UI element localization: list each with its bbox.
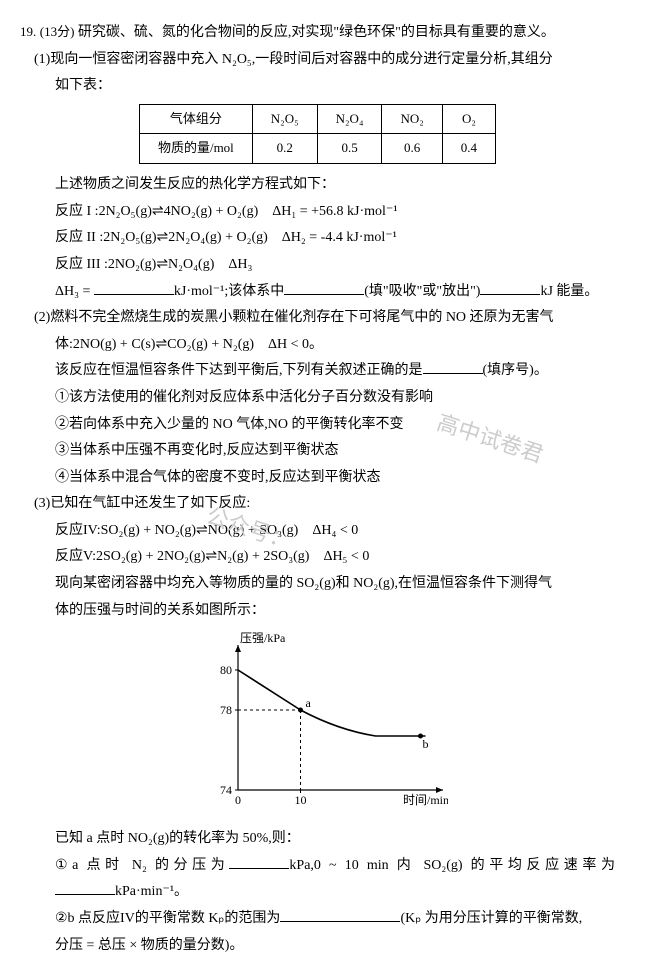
svg-text:b: b bbox=[422, 737, 428, 751]
rxn1-eq: 2N₂O₅(g)⇌4NO₂(g) + O₂(g) bbox=[99, 204, 259, 219]
rxn1-label: 反应 I : bbox=[55, 204, 99, 219]
table-header-row: 气体组分 N₂O₅ N₂O₄ NO₂ O₂ bbox=[139, 104, 495, 134]
table-val-2: 0.6 bbox=[382, 134, 442, 164]
blank-kj[interactable] bbox=[480, 280, 540, 295]
rxn3-eq: 2NO₂(g)⇌N₂O₄(g) bbox=[108, 257, 214, 272]
q1c: kPa·min⁻¹。 bbox=[115, 884, 188, 899]
blank-kp[interactable] bbox=[280, 907, 400, 922]
blank-absorb[interactable] bbox=[284, 280, 364, 295]
q1c-line: kPa·min⁻¹。 bbox=[55, 879, 615, 906]
q2-line: ②b 点反应IV的平衡常数 Kₚ的范围为 (Kₚ 为用分压计算的平衡常数, bbox=[55, 906, 615, 933]
blank-rate[interactable] bbox=[55, 880, 115, 895]
chart-svg: 74 78 80 0 10 压强/kPa 时间/min a b bbox=[188, 630, 448, 820]
part1-label: (1) bbox=[34, 52, 50, 67]
table-header-4: O₂ bbox=[442, 104, 495, 134]
fill-end: kJ 能量。 bbox=[540, 284, 598, 299]
table-header-3: NO₂ bbox=[382, 104, 442, 134]
svg-text:78: 78 bbox=[220, 703, 232, 717]
after-table: 上述物质之间发生反应的热化学方程式如下： bbox=[55, 172, 615, 199]
svg-text:a: a bbox=[305, 696, 311, 710]
dh3: ΔH₃ bbox=[228, 257, 252, 272]
rxn2-eq: 2N₂O₅(g)⇌2N₂O₄(g) + O₂(g) bbox=[103, 230, 268, 245]
part1-text2: 如下表： bbox=[55, 73, 615, 100]
part2-text3: 该反应在恒温恒容条件下达到平衡后,下列有关叙述正确的是 bbox=[55, 363, 423, 378]
q1a: ①a 点时 N₂ 的分压为 bbox=[55, 858, 229, 873]
fill-unit-a: kJ·mol⁻¹;该体系中 bbox=[174, 284, 284, 299]
svg-text:10: 10 bbox=[294, 793, 306, 807]
rxn5-eq: 2SO₂(g) + 2NO₂(g)⇌N₂(g) + 2SO₃(g) bbox=[96, 549, 309, 564]
blank-choice[interactable] bbox=[423, 359, 483, 374]
fill-mid: (填"吸收"或"放出") bbox=[364, 284, 480, 299]
svg-text:80: 80 bbox=[220, 663, 232, 677]
question-number: 19. bbox=[20, 24, 36, 39]
table-val-1: 0.5 bbox=[317, 134, 382, 164]
dh1: ΔH₁ = +56.8 kJ·mol⁻¹ bbox=[272, 204, 397, 219]
composition-table: 气体组分 N₂O₅ N₂O₄ NO₂ O₂ 物质的量/mol 0.2 0.5 0… bbox=[139, 104, 496, 164]
reaction-5: 反应V:2SO₂(g) + 2NO₂(g)⇌N₂(g) + 2SO₃(g) ΔH… bbox=[55, 544, 615, 571]
dh5: ΔH₅ < 0 bbox=[323, 549, 369, 564]
after-chart1: 已知 a 点时 NO₂(g)的转化率为 50%,则： bbox=[55, 826, 615, 853]
part2: (2)燃料不完全燃烧生成的炭黑小颗粒在催化剂存在下可将尾气中的 NO 还原为无害… bbox=[55, 305, 615, 332]
svg-text:压强/kPa: 压强/kPa bbox=[240, 631, 286, 645]
part3-text3: 体的压强与时间的关系如图所示： bbox=[55, 598, 615, 625]
blank-n2[interactable] bbox=[229, 854, 289, 869]
q2c: 分压 = 总压 × 物质的量分数)。 bbox=[55, 933, 615, 960]
opt2: ②若向体系中充入少量的 NO 气体,NO 的平衡转化率不变 bbox=[55, 412, 615, 439]
score-note: (13分) bbox=[40, 24, 75, 39]
dh4: ΔH₄ < 0 bbox=[312, 523, 358, 538]
table-header-0: 气体组分 bbox=[139, 104, 252, 134]
svg-text:时间/min: 时间/min bbox=[403, 793, 448, 807]
reaction-2: 反应 II :2N₂O₅(g)⇌2N₂O₄(g) + O₂(g) ΔH₂ = -… bbox=[55, 225, 615, 252]
opt3-wrap: ③当体系中压强不再变化时,反应达到平衡状态 高中试卷君 bbox=[55, 438, 615, 465]
table-rowlabel: 物质的量/mol bbox=[139, 134, 252, 164]
fill-line: ΔH₃ = kJ·mol⁻¹;该体系中 (填"吸收"或"放出") kJ 能量。 bbox=[55, 279, 615, 306]
opt4: ④当体系中混合气体的密度不变时,反应达到平衡状态 bbox=[55, 465, 615, 492]
q2b: (Kₚ 为用分压计算的平衡常数, bbox=[400, 911, 582, 926]
part1-text1: 现向一恒容密闭容器中充入 N₂O₅,一段时间后对容器中的成分进行定量分析,其组分 bbox=[50, 52, 552, 67]
dh2: ΔH₂ = -4.4 kJ·mol⁻¹ bbox=[282, 230, 397, 245]
q1-line: ①a 点时 N₂ 的分压为 kPa,0 ~ 10 min 内 SO₂(g) 的平均… bbox=[55, 853, 615, 880]
part2-text3-line: 该反应在恒温恒容条件下达到平衡后,下列有关叙述正确的是 (填序号)。 bbox=[55, 358, 615, 385]
table-header-2: N₂O₄ bbox=[317, 104, 382, 134]
part1: (1)现向一恒容密闭容器中充入 N₂O₅,一段时间后对容器中的成分进行定量分析,… bbox=[55, 47, 615, 74]
part2-text2: 体:2NO(g) + C(s)⇌CO₂(g) + N₂(g) ΔH < 0。 bbox=[55, 332, 615, 359]
part3: (3)已知在气缸中还发生了如下反应: bbox=[55, 491, 615, 518]
table-val-3: 0.4 bbox=[442, 134, 495, 164]
blank-dh3[interactable] bbox=[94, 280, 174, 295]
part3-label: (3) bbox=[34, 496, 50, 511]
reaction-4: 反应IV:SO₂(g) + NO₂(g)⇌NO(g) + SO₃(g) ΔH₄ … bbox=[55, 518, 615, 545]
table-header-1: N₂O₅ bbox=[252, 104, 317, 134]
rxn3-label: 反应 III : bbox=[55, 257, 108, 272]
table-val-0: 0.2 bbox=[252, 134, 317, 164]
rxn4-label: 反应IV: bbox=[55, 523, 101, 538]
pressure-chart: 74 78 80 0 10 压强/kPa 时间/min a b bbox=[20, 630, 615, 820]
reaction-1: 反应 I :2N₂O₅(g)⇌4NO₂(g) + O₂(g) ΔH₁ = +56… bbox=[55, 199, 615, 226]
part3-text2: 现向某密闭容器中均充入等物质的量的 SO₂(g)和 NO₂(g),在恒温恒容条件… bbox=[55, 571, 615, 598]
composition-table-wrap: 气体组分 N₂O₅ N₂O₄ NO₂ O₂ 物质的量/mol 0.2 0.5 0… bbox=[20, 104, 615, 164]
rxn5-label: 反应V: bbox=[55, 549, 96, 564]
fill-a: ΔH₃ = bbox=[55, 284, 94, 299]
opt1: ①该方法使用的催化剂对反应体系中活化分子百分数没有影响 bbox=[55, 385, 615, 412]
reaction-3: 反应 III :2NO₂(g)⇌N₂O₄(g) ΔH₃ bbox=[55, 252, 615, 279]
table-data-row: 物质的量/mol 0.2 0.5 0.6 0.4 bbox=[139, 134, 495, 164]
rxn4-eq: SO₂(g) + NO₂(g)⇌NO(g) + SO₃(g) bbox=[101, 523, 299, 538]
part2-text3-tail: (填序号)。 bbox=[483, 363, 548, 378]
rxn2-label: 反应 II : bbox=[55, 230, 103, 245]
opt3: ③当体系中压强不再变化时,反应达到平衡状态 bbox=[55, 443, 339, 458]
svg-text:0: 0 bbox=[235, 793, 241, 807]
svg-text:74: 74 bbox=[220, 783, 232, 797]
part2-text1: 燃料不完全燃烧生成的炭黑小颗粒在催化剂存在下可将尾气中的 NO 还原为无害气 bbox=[50, 310, 553, 325]
part3-text1: 已知在气缸中还发生了如下反应: bbox=[50, 496, 250, 511]
question-root: 19. (13分) 研究碳、硫、氮的化合物间的反应,对实现"绿色环保"的目标具有… bbox=[20, 20, 615, 959]
q1b: kPa,0 ~ 10 min 内 SO₂(g) 的平均反应速率为 bbox=[289, 858, 615, 873]
part2-label: (2) bbox=[34, 310, 50, 325]
q2a: ②b 点反应IV的平衡常数 Kₚ的范围为 bbox=[55, 911, 280, 926]
intro-text: 研究碳、硫、氮的化合物间的反应,对实现"绿色环保"的目标具有重要的意义。 bbox=[78, 25, 555, 40]
